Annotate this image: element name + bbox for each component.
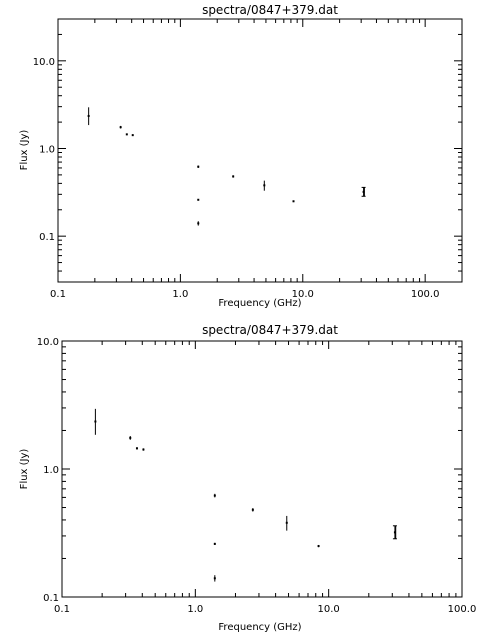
data-point <box>263 180 266 191</box>
x-tick-label: 0.1 <box>54 604 70 615</box>
x-tick-label: 10.0 <box>318 604 340 615</box>
y-axis-label: Flux (Jy) <box>19 449 30 490</box>
x-axis-label: Frequency (GHz) <box>218 298 301 309</box>
chart-title: spectra/0847+379.dat <box>202 323 338 337</box>
data-point <box>361 186 366 197</box>
data-point <box>285 515 288 531</box>
data-point <box>119 125 122 129</box>
data-point <box>292 200 295 203</box>
y-tick-label: 10.0 <box>33 57 55 68</box>
x-tick-label: 1.0 <box>172 289 188 300</box>
x-tick-label: 0.1 <box>50 289 66 300</box>
x-tick-label: 100.0 <box>448 604 477 615</box>
x-tick-label: 1.0 <box>187 604 203 615</box>
data-points <box>94 408 397 582</box>
x-axis-label: Frequency (GHz) <box>218 622 301 633</box>
data-point <box>87 107 90 126</box>
data-point <box>197 165 200 168</box>
chart-1: spectra/0847+379.dat Frequency (GHz) Flu… <box>19 3 463 309</box>
data-point <box>135 447 138 450</box>
data-point <box>197 198 200 201</box>
x-tick-label: 10.0 <box>292 289 314 300</box>
data-point <box>142 448 145 451</box>
axis-ticks: 0.1 1.0 10.0 100.0 0.1 1.0 10.0 <box>33 18 463 300</box>
data-point <box>213 493 216 498</box>
data-points <box>87 107 366 226</box>
data-point <box>125 133 128 136</box>
data-point <box>232 175 235 178</box>
plot-frame <box>61 340 463 598</box>
data-point <box>129 436 132 440</box>
data-point <box>213 542 216 545</box>
y-axis-label: Flux (Jy) <box>19 130 30 171</box>
y-tick-label: 0.1 <box>43 593 59 604</box>
data-point <box>317 544 320 548</box>
y-tick-label: 0.1 <box>39 232 55 243</box>
y-tick-label: 1.0 <box>39 144 55 155</box>
chart-title: spectra/0847+379.dat <box>202 3 338 17</box>
plot-frame <box>57 18 463 283</box>
x-tick-label: 100.0 <box>411 289 440 300</box>
chart-2: spectra/0847+379.dat Frequency (GHz) Flu… <box>19 323 476 633</box>
y-tick-label: 10.0 <box>37 337 59 348</box>
data-point <box>213 575 216 582</box>
data-point <box>197 221 200 226</box>
data-point <box>251 508 254 512</box>
axis-ticks: 0.1 1.0 10.0 100.0 0.1 1.0 10.0 <box>37 337 477 615</box>
data-point <box>94 408 97 435</box>
y-tick-label: 1.0 <box>43 465 59 476</box>
data-point <box>131 134 134 137</box>
data-point <box>392 525 397 540</box>
